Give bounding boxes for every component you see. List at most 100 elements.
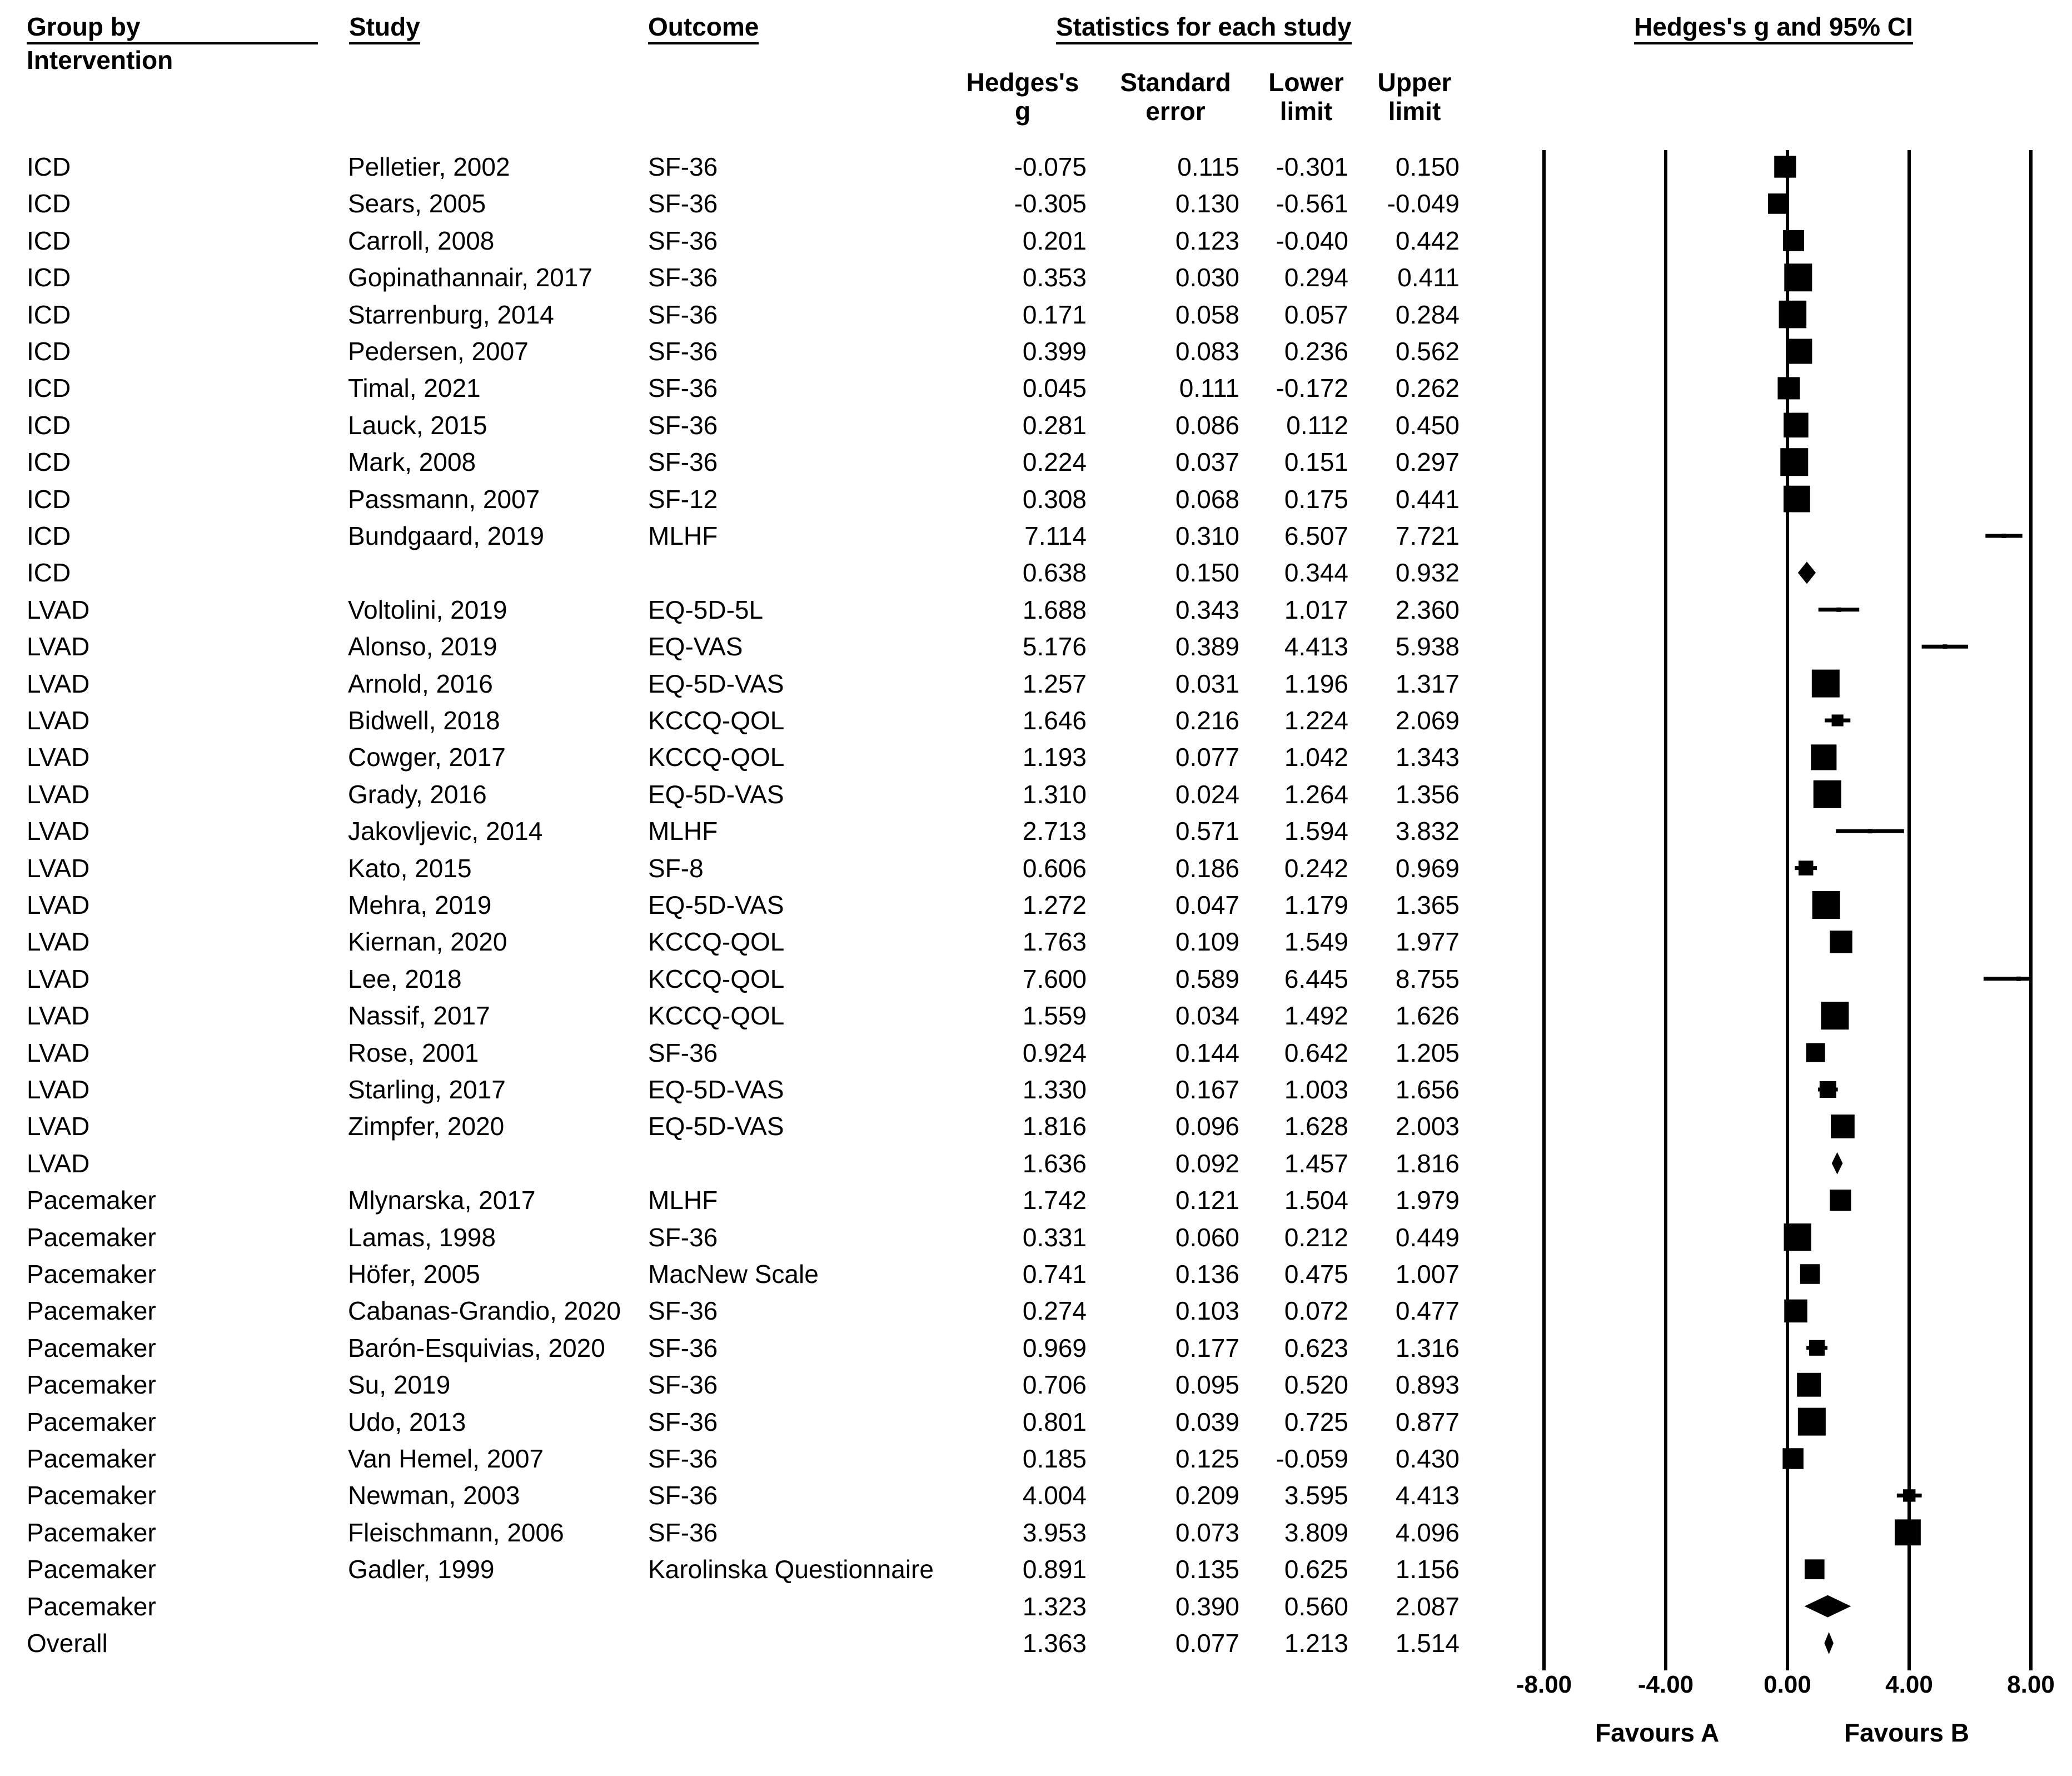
study-cell: Lee, 2018	[348, 964, 462, 993]
effect-marker	[1800, 1264, 1820, 1284]
outcome-cell: KCCQ-QOL	[648, 927, 785, 957]
study-cell: Pelletier, 2002	[348, 152, 510, 181]
study-cell: Kiernan, 2020	[348, 927, 507, 957]
hedges-g-cell: 0.185	[1022, 1444, 1087, 1473]
effect-marker	[1768, 193, 1789, 214]
hedges-g-cell: 1.323	[1022, 1591, 1087, 1621]
group-cell: ICD	[27, 410, 71, 440]
group-cell: Pacemaker	[27, 1296, 156, 1326]
group-cell: LVAD	[27, 927, 90, 957]
summary-diamond	[1797, 561, 1816, 584]
group-cell: Pacemaker	[27, 1555, 156, 1584]
lower-limit-cell: 4.413	[1284, 632, 1348, 661]
study-cell: Carroll, 2008	[348, 226, 495, 255]
effect-marker	[2001, 534, 2006, 538]
outcome-cell: SF-36	[648, 1518, 718, 1547]
standard-error-cell: 0.389	[1175, 632, 1239, 661]
outcome-cell: SF-36	[648, 1444, 718, 1473]
hedges-g-cell: 2.713	[1022, 817, 1087, 846]
upper-limit-cell: 2.360	[1395, 595, 1460, 624]
lower-limit-cell: 0.625	[1284, 1555, 1348, 1584]
intervention-header: Intervention	[27, 46, 173, 74]
x-tick-label: 8.00	[2007, 1671, 2055, 1698]
effect-marker	[1831, 1115, 1855, 1138]
effect-marker	[1811, 669, 1840, 698]
hedges-g-cell: 0.924	[1022, 1038, 1087, 1067]
upper-limit-cell: 0.450	[1395, 410, 1460, 440]
hedges-g-cell: 1.272	[1022, 891, 1087, 919]
outcome-cell: KCCQ-QOL	[648, 964, 785, 993]
effect-marker	[1797, 1407, 1826, 1436]
table-header: Group by Intervention Study Outcome Stat…	[0, 0, 2072, 167]
standard-error-cell: 0.109	[1175, 927, 1239, 957]
upper-limit-cell: 1.205	[1395, 1038, 1460, 1067]
upper-limit-cell: 4.096	[1395, 1518, 1460, 1547]
hedges-g-cell: 7.600	[1022, 964, 1087, 993]
group-cell: LVAD	[27, 1075, 90, 1104]
lower-limit-cell: -0.040	[1276, 226, 1348, 255]
study-cell: Gadler, 1999	[348, 1555, 495, 1584]
standard-error-cell: 0.150	[1175, 558, 1239, 588]
upper-limit-cell: 1.007	[1395, 1260, 1460, 1289]
standard-error-cell: 0.037	[1175, 447, 1239, 477]
standard-error-cell: 0.209	[1175, 1481, 1239, 1510]
upper-limit-cell: 2.087	[1395, 1591, 1460, 1621]
hedges-g-cell: 0.969	[1022, 1333, 1087, 1362]
hedges-g-cell: 1.193	[1022, 743, 1087, 772]
effect-marker	[1798, 860, 1814, 875]
hedges-g-cell: 0.171	[1022, 300, 1087, 329]
lower-limit-cell: 0.057	[1284, 300, 1348, 329]
lower-limit-cell: 1.042	[1284, 743, 1348, 772]
lower-limit-cell: 0.725	[1284, 1407, 1348, 1436]
study-cell: Lauck, 2015	[348, 410, 487, 440]
outcome-cell: EQ-5D-VAS	[648, 891, 784, 919]
outcome-cell: SF-36	[648, 337, 718, 366]
effect-marker	[1804, 1559, 1825, 1580]
study-cell: Jakovljevic, 2014	[348, 817, 543, 846]
lower-limit-cell: -0.301	[1276, 152, 1348, 181]
standard-error-cell: 0.039	[1175, 1407, 1239, 1436]
effect-marker	[1787, 339, 1812, 364]
lower-limit-cell: 1.196	[1284, 669, 1348, 698]
plot-header: Hedges's g and 95% CI	[1634, 12, 1913, 44]
summary-diamond	[1804, 1595, 1851, 1618]
effect-marker	[1830, 1190, 1851, 1211]
upper-limit-cell: 1.156	[1395, 1555, 1460, 1584]
lower-limit-cell: 0.520	[1284, 1370, 1348, 1400]
study-cell: Van Hemel, 2007	[348, 1444, 544, 1473]
study-cell: Passmann, 2007	[348, 484, 540, 514]
effect-marker	[1797, 1372, 1821, 1397]
upper-limit-cell: 4.413	[1395, 1481, 1460, 1510]
group-cell: ICD	[27, 447, 71, 477]
standard-error-cell: 0.144	[1175, 1038, 1239, 1067]
standard-error-cell: 0.343	[1175, 595, 1239, 624]
effect-marker	[1942, 644, 1948, 649]
standard-error-cell: 0.571	[1175, 817, 1239, 846]
standard-error-cell: 0.130	[1175, 189, 1239, 218]
lower-limit-cell: 0.344	[1284, 558, 1348, 588]
group-cell: Pacemaker	[27, 1444, 156, 1473]
effect-marker	[1831, 714, 1844, 727]
study-cell: Mlynarska, 2017	[348, 1186, 536, 1215]
group-cell: Pacemaker	[27, 1407, 156, 1436]
outcome-header: Outcome	[648, 12, 759, 44]
upper-limit-cell: 1.365	[1395, 891, 1460, 919]
effect-marker	[1813, 780, 1841, 808]
hedges-g-cell: 0.224	[1022, 447, 1087, 477]
upper-limit-cell: 1.977	[1395, 927, 1460, 957]
hedges-g-header: Hedges's g	[956, 68, 1089, 126]
study-cell: Mehra, 2019	[348, 891, 492, 919]
hedges-g-header-line2: g	[1014, 97, 1031, 126]
outcome-cell: EQ-5D-VAS	[648, 669, 784, 698]
study-cell: Höfer, 2005	[348, 1260, 480, 1289]
hedges-g-cell: 1.816	[1022, 1112, 1087, 1141]
upper-limit-cell: 0.562	[1395, 337, 1460, 366]
study-header: Study	[349, 12, 420, 44]
study-cell: Bidwell, 2018	[348, 706, 500, 735]
lower-limit-cell: 1.003	[1284, 1075, 1348, 1104]
x-tick-label: 0.00	[1764, 1671, 1811, 1698]
group-cell: LVAD	[27, 669, 90, 698]
standard-error-header: Standard error	[1106, 68, 1245, 126]
standard-error-cell: 0.177	[1175, 1333, 1239, 1362]
standard-error-cell: 0.031	[1175, 669, 1239, 698]
